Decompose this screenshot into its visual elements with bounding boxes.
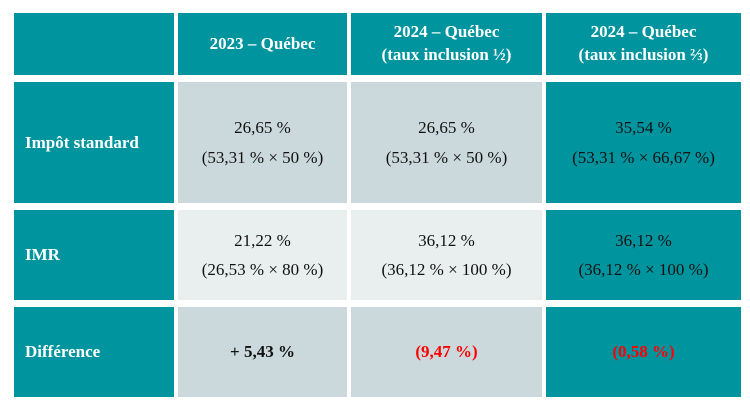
- tax-comparison-table: 2023 – Québec 2024 – Québec (taux inclus…: [14, 13, 741, 397]
- row-label-difference: Différence: [14, 307, 174, 397]
- cell-difference-2024-half: (9,47 %): [351, 307, 542, 397]
- cell-difference-2023: + 5,43 %: [178, 307, 347, 397]
- row-label-impot-standard: Impôt standard: [14, 82, 174, 203]
- cell-impot-standard-2023: 26,65 % (53,31 % × 50 %): [178, 82, 347, 203]
- header-cell-2024-quebec-two-thirds: 2024 – Québec (taux inclusion ⅔): [546, 13, 741, 75]
- row-label-imr: IMR: [14, 210, 174, 300]
- cell-imr-2024-two-thirds: 36,12 % (36,12 % × 100 %): [546, 210, 741, 300]
- header-cell-empty: [14, 13, 174, 75]
- cell-imr-2024-half: 36,12 % (36,12 % × 100 %): [351, 210, 542, 300]
- cell-impot-standard-2024-half: 26,65 % (53,31 % × 50 %): [351, 82, 542, 203]
- cell-imr-2023: 21,22 % (26,53 % × 80 %): [178, 210, 347, 300]
- header-cell-2024-quebec-half: 2024 – Québec (taux inclusion ½): [351, 13, 542, 75]
- cell-difference-2024-two-thirds: (0,58 %): [546, 307, 741, 397]
- cell-impot-standard-2024-two-thirds: 35,54 % (53,31 % × 66,67 %): [546, 82, 741, 203]
- header-cell-2023-quebec: 2023 – Québec: [178, 13, 347, 75]
